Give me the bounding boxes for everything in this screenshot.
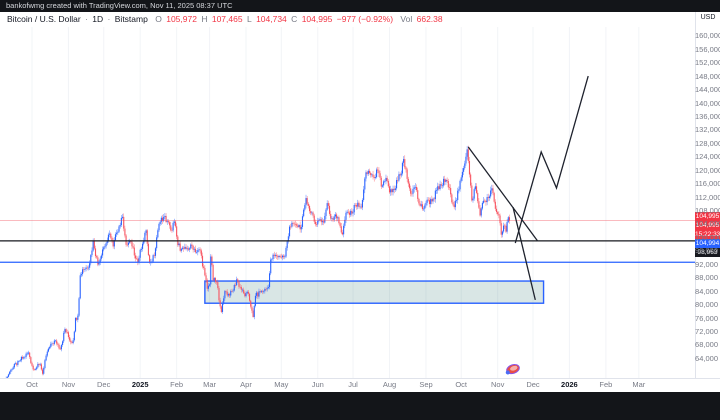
price-tick-label: 128,000	[695, 138, 720, 148]
price-scale[interactable]	[695, 12, 720, 392]
price-tick-label: 96,000	[695, 246, 718, 256]
price-scale-currency-button[interactable]: USD	[700, 14, 716, 21]
time-tick-label: Jul	[348, 380, 358, 389]
price-tick-label: 156,000	[695, 44, 720, 54]
time-tick-label: Nov	[61, 380, 76, 389]
price-tick-label: 120,000	[695, 165, 720, 175]
volume-value: 662.38	[416, 14, 443, 24]
separator: ·	[107, 14, 111, 24]
price-tick-label: 152,000	[695, 58, 720, 68]
price-tick-label: 160,000	[695, 31, 720, 41]
price-tick-label: 112,000	[695, 192, 720, 202]
time-tick-label: Dec	[526, 380, 540, 389]
time-tick-label: Oct	[26, 380, 38, 389]
price-tick-label: 108,000	[695, 206, 720, 215]
chart-canvas[interactable]	[0, 27, 695, 378]
breakdown-projection[interactable]	[512, 206, 536, 301]
ask-value: 104,995	[695, 212, 720, 221]
price-tick-label: 72,000	[695, 326, 718, 336]
price-tick-label: 116,000	[695, 179, 720, 189]
time-tick-label: Mar	[203, 380, 217, 389]
time-tick-label: 2025	[131, 380, 149, 389]
time-tick-label: Aug	[382, 380, 397, 389]
price-tick-label: 88,000	[695, 273, 718, 283]
price-tick-label: 76,000	[695, 313, 718, 323]
close-label: C	[291, 14, 298, 24]
change-value: −977 (−0.92%)	[336, 14, 394, 24]
price-tick-label: 84,000	[695, 286, 718, 296]
time-tick-label: Mar	[632, 380, 646, 389]
volume-label: Vol	[400, 14, 413, 24]
price-tick-label: 124,000	[695, 152, 720, 162]
sticker-emoji[interactable]	[504, 363, 520, 376]
time-tick-label: 2026	[561, 380, 578, 389]
time-tick-label: Apr	[240, 380, 252, 389]
open-label: O	[155, 14, 162, 24]
bullish-zigzag-projection[interactable]	[514, 75, 589, 244]
time-tick-label: Nov	[491, 380, 505, 389]
time-tick-label: Dec	[97, 380, 111, 389]
time-scale[interactable]	[0, 378, 720, 392]
exchange-label: Bitstamp	[114, 14, 148, 24]
bid-value: 104,994	[695, 239, 720, 248]
descending-trendline[interactable]	[467, 146, 539, 242]
price-tick-label: 132,000	[695, 125, 720, 135]
time-tick-label: Oct	[455, 380, 468, 389]
time-tick-label: Feb	[170, 380, 184, 389]
attribution-bar: bankofwmg created with TradingView.com, …	[0, 0, 720, 12]
price-tick-label: 144,000	[695, 85, 720, 94]
attribution-text: bankofwmg created with TradingView.com, …	[6, 1, 233, 10]
price-tick-label: 80,000	[695, 300, 718, 310]
time-tick-label: May	[274, 380, 289, 389]
price-tick-label: 92,000	[695, 259, 718, 269]
separator: ·	[85, 14, 88, 24]
price-tick-label: 140,000	[695, 98, 720, 108]
low-value: 104,734	[256, 14, 287, 24]
bottom-brand-bar: TradingView	[0, 392, 720, 420]
bar-countdown: 15:22:33	[695, 230, 720, 239]
time-tick-label: Sep	[419, 380, 433, 389]
price-tick-label: 136,000	[695, 111, 720, 121]
time-tick-label: Feb	[599, 380, 613, 389]
price-tick-label: 100,000	[695, 232, 720, 242]
symbol-title[interactable]: Bitcoin / U.S. Dollar	[7, 14, 81, 24]
low-label: L	[246, 14, 252, 24]
price-tick-label: 64,000	[695, 353, 718, 363]
high-value: 107,465	[211, 14, 243, 24]
price-tick-label: 104,000	[695, 219, 720, 229]
time-tick-label: Jun	[311, 380, 324, 389]
last-price-value: 104,995	[695, 221, 720, 230]
open-value: 105,972	[166, 14, 197, 24]
high-label: H	[201, 14, 208, 24]
close-value: 104,995	[301, 14, 333, 24]
price-tick-label: 68,000	[695, 340, 718, 350]
level-value: 98,963	[695, 248, 720, 257]
interval-label[interactable]: 1D	[92, 14, 104, 24]
price-tick-label: 148,000	[695, 71, 720, 81]
symbol-legend-bar[interactable]: Bitcoin / U.S. Dollar · 1D · Bitstamp O …	[0, 12, 702, 27]
